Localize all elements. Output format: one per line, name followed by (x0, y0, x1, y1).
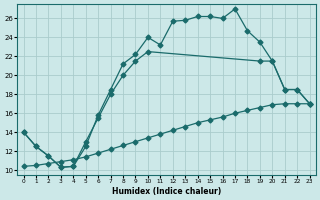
X-axis label: Humidex (Indice chaleur): Humidex (Indice chaleur) (112, 187, 221, 196)
